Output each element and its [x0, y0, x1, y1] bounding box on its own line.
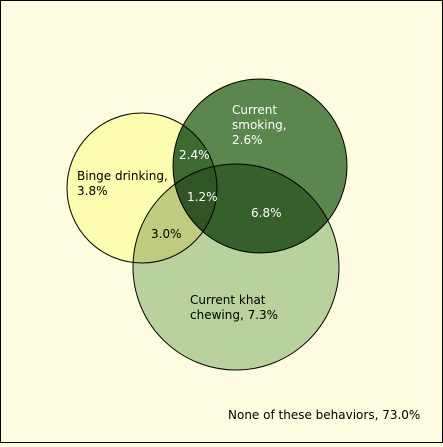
khat-label-line2: chewing, 7.3% — [190, 308, 278, 322]
binge-khat-value: 3.0% — [151, 227, 182, 241]
binge-label-line2: 3.8% — [77, 184, 108, 198]
khat-chewing-outline — [132, 163, 340, 371]
binge-drinking-outline — [66, 112, 218, 264]
smoking-label-line3: 2.6% — [232, 133, 263, 147]
smoking-outline — [172, 78, 348, 254]
smoking-khat-value: 6.8% — [251, 206, 282, 220]
smoking-label-line1: Current — [232, 103, 277, 117]
binge-smoking-value: 2.4% — [179, 148, 210, 162]
khat-label-line1: Current khat — [190, 293, 266, 307]
all-three-value: 1.2% — [187, 190, 218, 204]
none-of-these-label: None of these behaviors, 73.0% — [228, 408, 420, 422]
smoking-label-line2: smoking, — [232, 118, 287, 132]
binge-khat-overlap-region — [133, 164, 217, 263]
binge-label-line1: Binge drinking, — [77, 169, 168, 183]
